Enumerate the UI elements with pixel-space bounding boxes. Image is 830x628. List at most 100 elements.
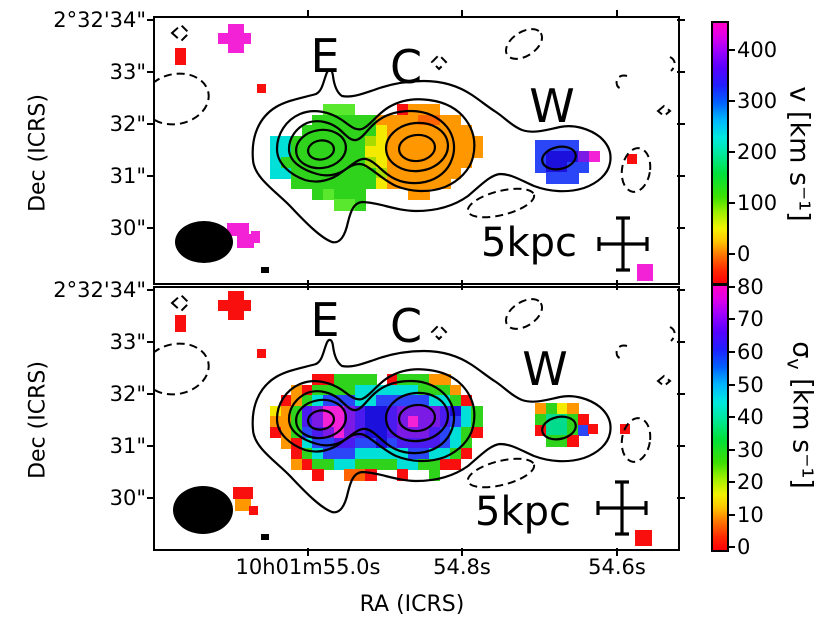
map-pixel [450,437,462,449]
scalebar-label: 5kpc [475,489,571,535]
map-pixel [354,416,366,428]
colorbar-tick-mark [728,481,735,484]
map-pixel [323,416,335,428]
map-pixel [344,167,356,179]
map-pixel [333,384,345,396]
y-tick-label: 33" [109,60,146,84]
map-pixel [323,178,335,190]
map-pixel [397,167,409,179]
colorbar-tick-label: 300 [737,89,778,113]
map-pixel [365,167,377,179]
colorbar-tick-label: 40 [737,405,764,429]
map-pixel [333,395,345,407]
map-pixel [376,416,388,428]
map-pixel [344,427,356,439]
map-pixel [567,161,579,173]
map-pixel [418,384,430,396]
map-pixel [301,178,313,190]
x-tick-label: 54.6s [588,555,646,579]
map-pixel [386,114,398,126]
colorbar-tick-label: 200 [737,140,778,164]
y-tick-mark [147,340,155,344]
map-pixel [439,427,451,439]
map-pixel [312,427,324,439]
map-pixel [429,458,441,470]
map-pixel [333,458,345,470]
map-pixel [578,413,590,426]
map-pixel [344,469,356,481]
map-pixel [567,424,579,436]
colorbar-tick-label: 70 [737,307,764,331]
map-pixel [418,167,430,179]
map-pixel [386,395,398,407]
colorbar-tick-mark [728,202,735,205]
map-pixel [270,416,282,428]
map-pixel [407,167,419,179]
map-pixel [344,157,356,169]
map-pixel [535,403,547,415]
map-pixel [344,395,356,407]
map-pixel [365,405,377,417]
map-pixel [471,405,483,417]
map-pixel [407,427,419,439]
map-pixel [376,146,388,158]
y-tick-mark [147,288,155,292]
map-pixel [407,384,419,396]
map-pixel [376,178,388,190]
y-tick-mark [677,392,685,396]
map-pixel [333,188,345,200]
map-pixel [429,448,441,460]
map-pixel [312,146,324,158]
y-tick-mark [677,496,685,500]
map-pixel [354,374,366,386]
sigma-subscript: v [782,358,805,370]
sigma-symbol: σ [786,341,818,359]
map-pixel [545,140,558,152]
map-pixel [386,405,398,417]
map-pixel [407,437,419,449]
scalebar-label: 5kpc [481,220,577,266]
map-pixel [429,395,441,407]
x-tick-mark [306,548,310,556]
y-tick-mark [677,122,685,126]
noise-pixel [227,223,249,236]
map-pixel [376,405,388,417]
map-pixel [397,458,409,470]
map-pixel [397,374,409,386]
map-pixel [429,405,441,417]
map-pixel [471,427,483,439]
map-pixel [280,405,292,417]
map-pixel [280,167,292,179]
map-pixel [460,427,472,439]
map-pixel [270,146,282,158]
map-pixel [397,146,409,158]
map-pixel [556,435,568,447]
scalebar-cross-top [597,216,649,272]
y-tick-mark [147,70,155,74]
y-tick-mark [677,288,685,292]
map-pixel [270,427,282,439]
map-pixel [535,150,547,163]
map-pixel [407,125,419,137]
y-tick-label: 30" [109,216,146,240]
y-tick-label: 32" [109,112,146,136]
noise-pixel [637,264,653,281]
map-pixel [407,458,419,470]
map-pixel [429,104,441,116]
map-pixel [344,135,356,147]
y-tick-label: 31" [109,164,146,188]
colorbar-tick-label: 0 [737,242,751,266]
map-pixel [333,157,345,169]
colorbar-tick-mark [728,514,735,517]
map-pixel [397,384,409,396]
map-pixel [567,403,579,415]
map-pixel [407,405,419,417]
map-pixel [280,437,292,449]
map-pixel [418,416,430,428]
map-pixel [439,384,451,396]
map-pixel [545,172,558,184]
map-pixel [460,437,472,449]
map-pixel [556,413,568,426]
